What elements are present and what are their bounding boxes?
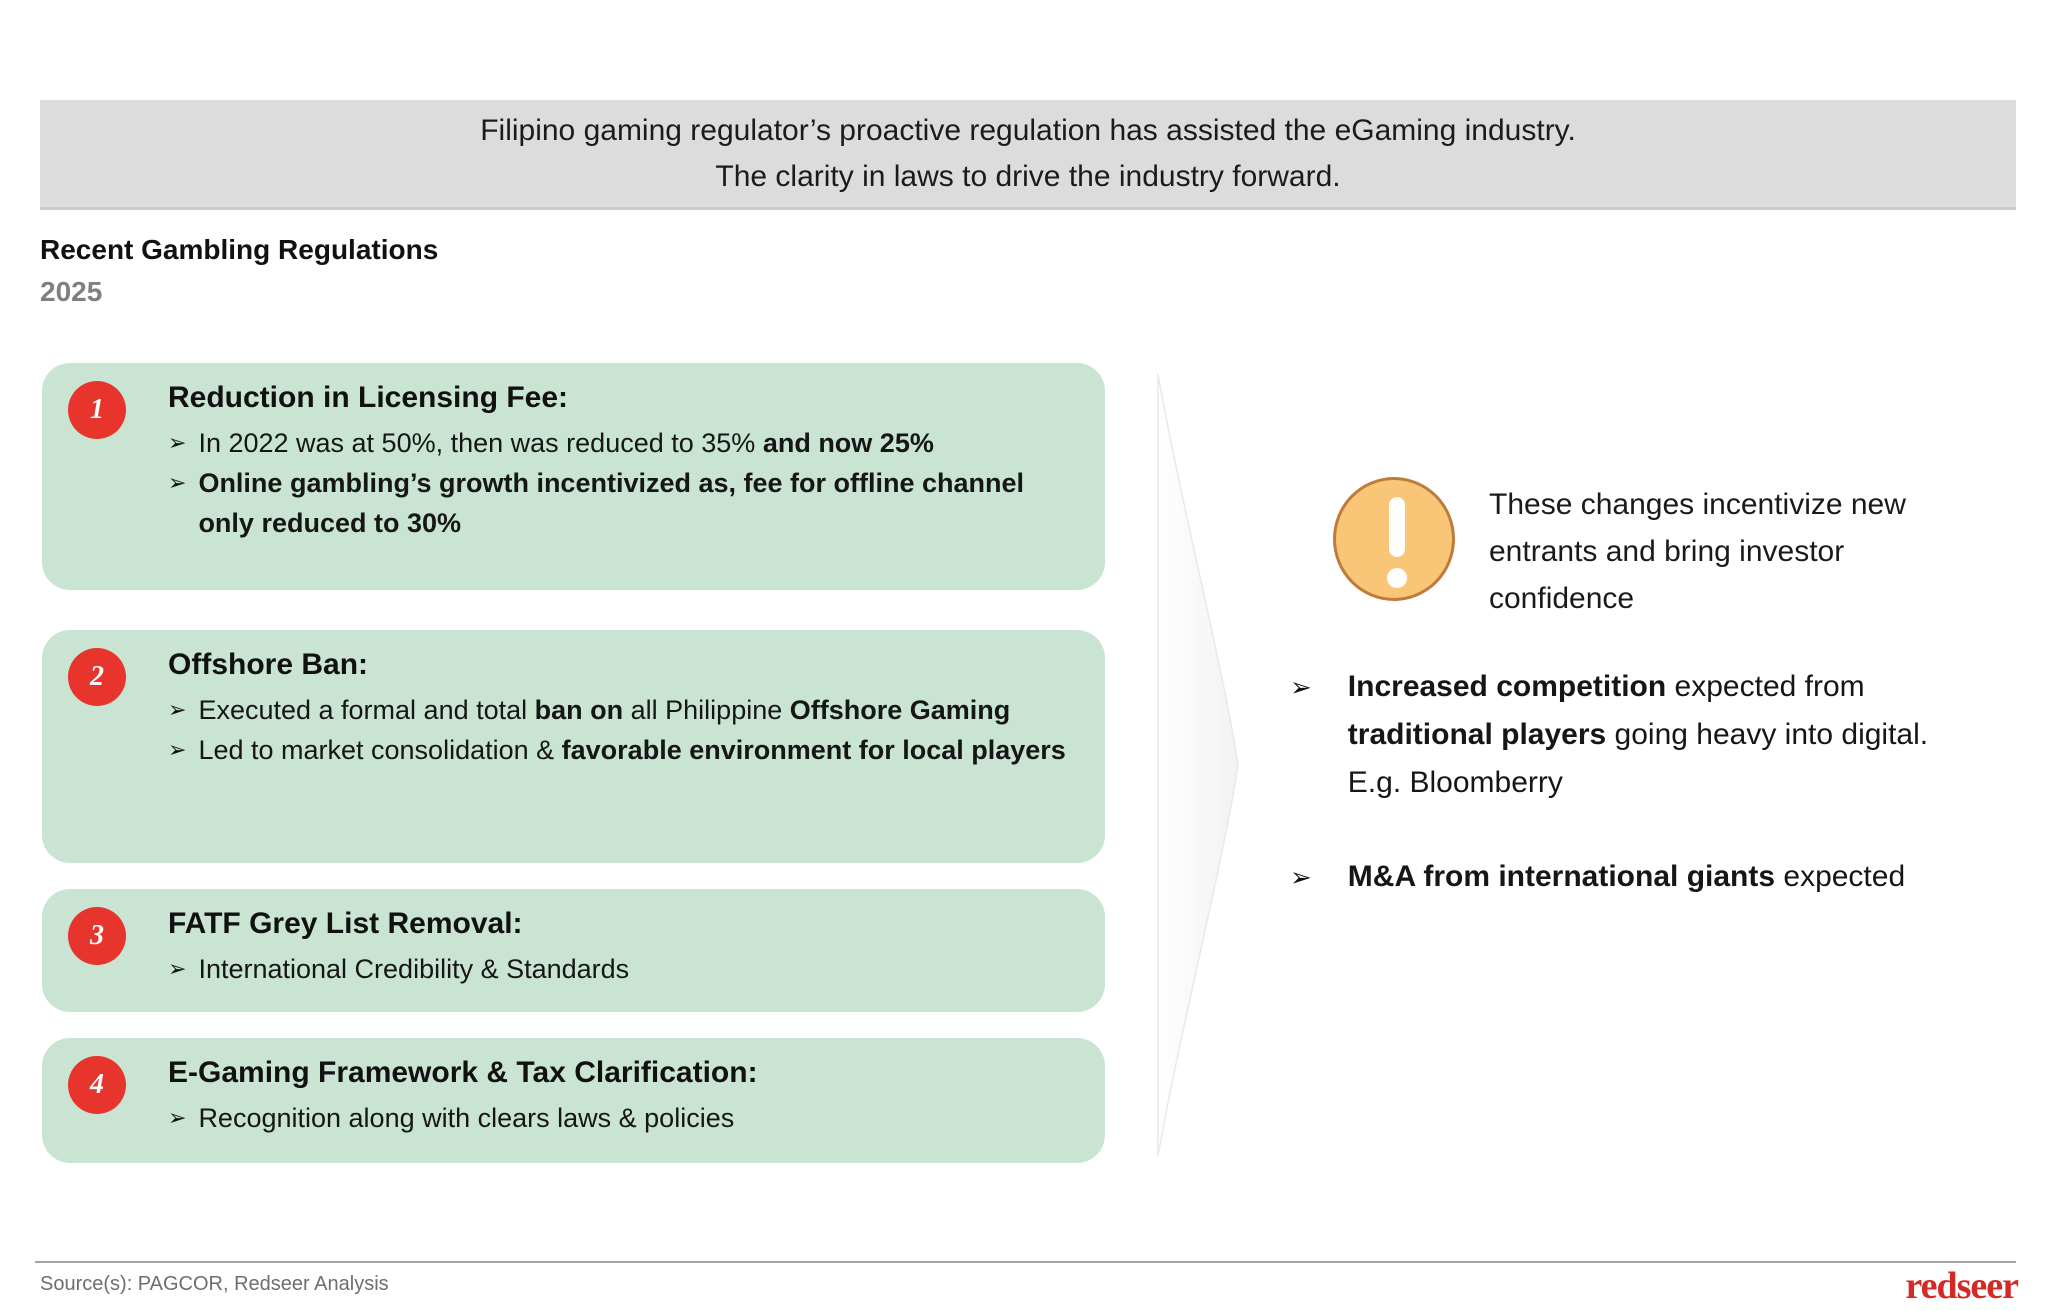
text-segment: In 2022 was at 50%, then was reduced to … [198,428,763,458]
banner-line-1: Filipino gaming regulator’s proactive re… [480,113,1576,147]
regulation-number-badge: 1 [68,381,126,439]
exclamation-icon [1333,477,1455,601]
text-segment: expected from [1666,670,1865,703]
bullet-arrow-icon: ➢ [168,470,187,495]
regulation-heading: E-Gaming Framework & Tax Clarification: [168,1056,758,1089]
bullet-text: Increased competition expected from trad… [1348,663,1968,807]
regulation-bullet: ➢ Executed a formal and total ban on all … [168,690,1077,730]
text-segment: Offshore Gaming [789,695,1011,725]
regulation-number-badge: 4 [68,1056,126,1114]
bullet-text: Recognition along with clears laws & pol… [198,1098,734,1138]
takeaway-list: ➢ Increased competition expected from tra… [1290,663,1990,947]
text-segment: expected [1775,860,1906,893]
text-segment: Increased competition [1347,670,1667,703]
bullet-arrow-icon: ➢ [168,737,187,762]
text-segment: International Credibility & Standards [198,954,630,984]
text-segment: all Philippine [623,695,790,725]
insight-text: These changes incentivize new entrants a… [1489,488,1906,615]
regulation-card: 4 E-Gaming Framework & Tax Clarification:… [42,1038,1105,1163]
regulation-number: 4 [90,1069,104,1100]
regulation-number: 3 [90,920,104,951]
flow-arrow-shape [1157,373,1239,1157]
regulation-number: 1 [90,394,104,425]
source-text: Source(s): PAGCOR, Redseer Analysis [40,1273,389,1295]
text-segment: Executed a formal and total [198,695,535,725]
regulation-heading: Offshore Ban: [168,648,369,681]
regulation-list: 1 Reduction in Licensing Fee: ➢ In 2022 was… [42,0,1105,1311]
bullet-text: M&A from international giants expected [1348,853,1968,901]
regulation-bullet: ➢ Led to market consolidation & favorable… [168,730,1077,770]
bullet-text: Online gambling’s growth incentivized as… [198,463,1077,543]
exclamation-bar [1389,497,1405,557]
bullet-text: International Credibility & Standards [198,949,629,989]
section-year: 2025 [40,276,103,307]
bullet-text: Executed a formal and total ban on all P… [198,690,1010,730]
regulation-bullet: ➢ Online gambling’s growth incentivized a… [168,463,1077,543]
text-segment: favorable environment for local players [561,735,1066,765]
regulation-card: 2 Offshore Ban: ➢ Executed a formal and tot… [42,630,1105,863]
bullet-text: In 2022 was at 50%, then was reduced to … [198,423,933,463]
text-segment: ban on [534,695,624,725]
text-segment: Online gambling’s growth incentivized as… [198,468,1025,538]
title-banner: Filipino gaming regulator’s proactive re… [40,100,2016,210]
bullet-arrow-icon: ➢ [168,430,187,455]
exclamation-dot [1387,568,1407,588]
regulation-number-badge: 3 [68,907,126,965]
text-segment: M&A from international giants [1347,860,1776,893]
regulation-bullet: ➢ In 2022 was at 50%, then was reduced to… [168,423,1077,463]
redseer-logo: redseer [1905,1265,2019,1307]
regulation-heading: Reduction in Licensing Fee: [168,381,569,414]
bullet-arrow-icon: ➢ [1290,862,1312,892]
bullet-arrow-icon: ➢ [168,956,187,981]
regulation-heading: FATF Grey List Removal: [168,907,523,940]
regulation-bullet: ➢ International Credibility & Standards [168,949,1077,989]
text-segment: Led to market consolidation & [198,735,562,765]
regulation-bullet: ➢ Recognition along with clears laws & po… [168,1098,1077,1138]
bullet-arrow-icon: ➢ [168,697,187,722]
takeaway-item: ➢ M&A from international giants expected [1290,853,1990,901]
section-title: Recent Gambling Regulations [40,234,439,265]
footer-divider [35,1261,2016,1263]
text-segment: and now 25% [762,428,934,458]
text-segment: going heavy into digital. E.g. Bloomberr… [1347,718,1929,799]
banner-line-2: The clarity in laws to drive the industr… [715,159,1341,193]
bullet-arrow-icon: ➢ [1290,672,1312,702]
regulation-number-badge: 2 [68,648,126,706]
text-segment: traditional players [1347,718,1607,751]
bullet-arrow-icon: ➢ [168,1105,187,1130]
regulation-card: 1 Reduction in Licensing Fee: ➢ In 2022 was… [42,363,1105,590]
regulation-number: 2 [90,661,104,692]
bullet-text: Led to market consolidation & favorable … [198,730,1065,770]
regulation-card: 3 FATF Grey List Removal: ➢ International C… [42,889,1105,1012]
text-segment: Recognition along with clears laws & pol… [198,1103,735,1133]
takeaway-item: ➢ Increased competition expected from tra… [1290,663,1990,807]
